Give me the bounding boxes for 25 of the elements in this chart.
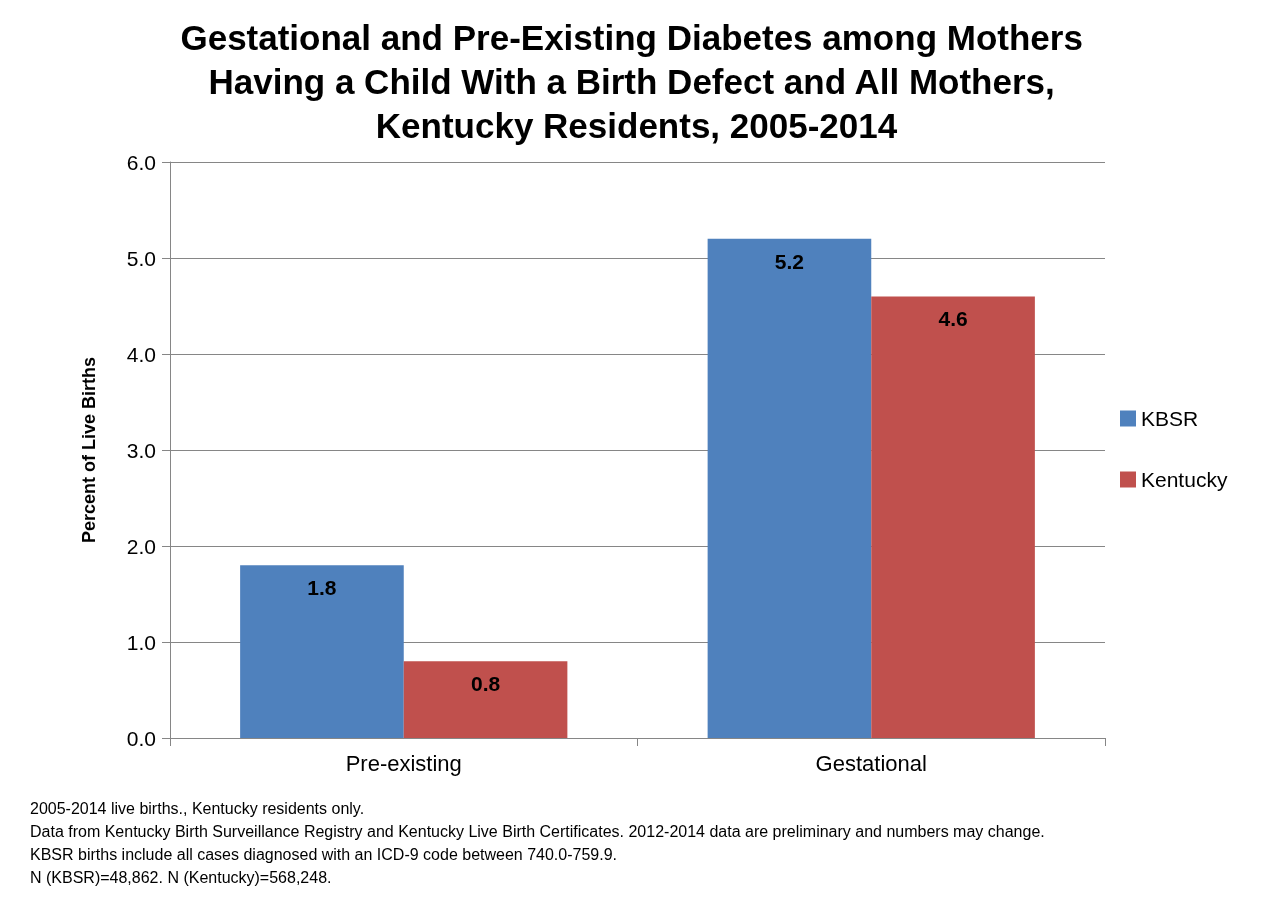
data-label: 4.6 (938, 307, 968, 331)
data-label: 0.8 (470, 672, 501, 696)
data-label: 1.8 (307, 576, 337, 600)
bar (240, 565, 404, 738)
y-tick-label: 4.0 (126, 342, 156, 366)
data-label: 5.2 (774, 249, 805, 273)
text: N (KBSR)=48,862. N (Kentucky)=568,248. (30, 868, 332, 886)
bar (403, 661, 568, 738)
y-axis-title: Percent of Live Births (79, 356, 99, 544)
y-tick-label: 3.0 (126, 438, 156, 462)
bar (707, 238, 872, 738)
y-tick-label: 1.0 (126, 630, 156, 654)
y-tick-label: 6.0 (126, 150, 156, 174)
text: KBSR births include all cases diagnosed with an ICD-9 code between 740.0-759.9. (30, 845, 618, 863)
text: 2005-2014 live births., Kentucky residents only. (30, 799, 365, 817)
text: Data from Kentucky Birth Surveillance Registry and Kentucky Live Birth Certificates. 2012-2014 data are preliminary and numbers may change. (30, 822, 1045, 840)
chart-title: Gestational and Pre-Existing Diabetes among Mothers Having a Child With a Birth Defect and All Mothers, Kentucky Residents, 2005-2014 (180, 17, 1093, 145)
x-tick-label: Gestational (815, 750, 927, 776)
bar (871, 296, 1035, 738)
legend-label: Kentucky (1141, 468, 1228, 491)
y-tick-label: 5.0 (126, 246, 156, 270)
x-tick-label: Pre-existing (345, 750, 462, 776)
y-tick-label: 2.0 (126, 534, 156, 558)
y-tick-label: 0.0 (126, 726, 156, 750)
legend-label: KBSR (1141, 407, 1199, 430)
